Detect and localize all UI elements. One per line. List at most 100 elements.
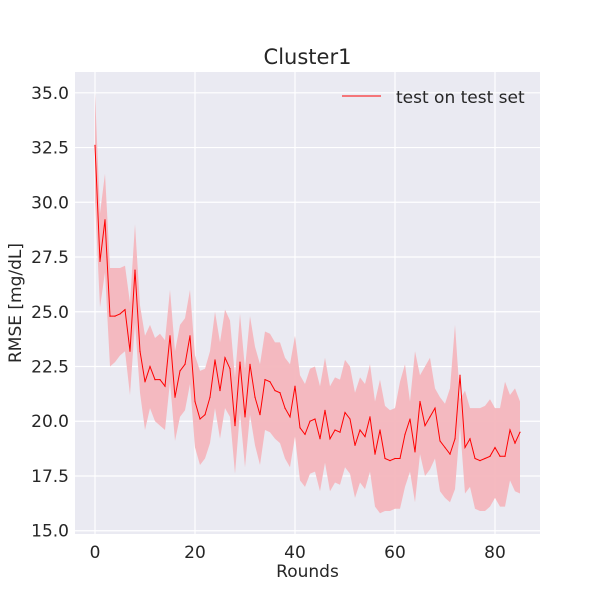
data-point [464, 446, 466, 449]
x-tick-label: 0 [90, 543, 101, 563]
series-line-layer [94, 144, 521, 462]
y-tick-label: 25.0 [31, 303, 69, 323]
data-point [164, 385, 166, 387]
y-tick-label: 30.0 [31, 193, 69, 213]
data-point [389, 460, 391, 462]
data-point [134, 269, 136, 271]
data-point [444, 446, 446, 449]
data-point [319, 438, 321, 440]
data-point [289, 416, 291, 418]
data-point [344, 411, 346, 414]
x-tick-label: 20 [184, 543, 206, 563]
data-point [474, 457, 476, 460]
data-point [229, 368, 231, 370]
data-point [244, 416, 246, 418]
data-point [199, 418, 201, 420]
data-point [394, 457, 396, 460]
data-point [494, 446, 496, 449]
y-tick-label: 35.0 [31, 84, 69, 104]
data-point [274, 389, 276, 392]
y-axis-label: RMSE [mg/dL] [6, 243, 26, 363]
y-tick-label: 32.5 [31, 139, 69, 159]
data-point [409, 418, 411, 420]
data-point [294, 385, 296, 387]
data-point [119, 313, 121, 315]
data-point [104, 219, 106, 221]
data-point [504, 455, 506, 457]
data-point [94, 144, 96, 146]
data-point [149, 365, 151, 368]
data-point [414, 451, 416, 453]
data-point [514, 442, 516, 444]
data-point [124, 308, 126, 311]
data-point [234, 425, 236, 427]
data-point [439, 440, 441, 442]
data-point [334, 429, 336, 431]
data-point [484, 457, 486, 460]
data-point [224, 357, 226, 359]
data-point [519, 431, 521, 433]
data-point [404, 433, 406, 435]
series-line [94, 145, 521, 462]
data-point [449, 453, 451, 455]
data-point [379, 429, 381, 431]
chart-title: Cluster1 [264, 45, 352, 69]
data-point [349, 418, 351, 420]
data-point [259, 414, 261, 416]
data-point [194, 400, 196, 403]
data-point [384, 457, 386, 460]
data-point [154, 379, 156, 381]
confidence-band-layer [95, 92, 520, 514]
y-tick-label: 17.5 [31, 467, 69, 487]
x-axis-label: Rounds [276, 562, 339, 582]
data-point [469, 438, 471, 440]
data-point [369, 416, 371, 418]
data-point [364, 435, 366, 438]
data-point [269, 381, 271, 383]
legend: test on test set [342, 88, 525, 108]
x-tick-label: 80 [484, 543, 506, 563]
data-point [179, 370, 181, 372]
data-point [324, 409, 326, 411]
data-point [184, 363, 186, 365]
data-point [264, 379, 266, 381]
data-point [209, 396, 211, 398]
data-point [309, 420, 311, 422]
data-point [314, 418, 316, 420]
y-tick-label: 22.5 [31, 357, 69, 377]
data-point [144, 381, 146, 383]
data-point [479, 460, 481, 462]
data-point [419, 400, 421, 403]
data-point [249, 363, 251, 365]
data-point [169, 335, 171, 337]
data-point [454, 438, 456, 440]
data-point [459, 374, 461, 376]
data-point [129, 350, 131, 352]
confidence-band [95, 92, 520, 514]
data-point [329, 438, 331, 440]
data-point [254, 396, 256, 398]
data-point [489, 455, 491, 457]
y-tick-label: 20.0 [31, 412, 69, 432]
data-point [214, 359, 216, 361]
data-point [429, 416, 431, 418]
data-point [99, 260, 101, 262]
data-point [339, 431, 341, 433]
data-point [219, 389, 221, 392]
data-point [279, 392, 281, 394]
data-point [189, 335, 191, 337]
data-point [159, 379, 161, 381]
data-point [284, 407, 286, 409]
data-point [509, 429, 511, 431]
legend-label: test on test set [396, 88, 525, 108]
y-tick-label: 15.0 [31, 522, 69, 542]
data-point [174, 396, 176, 398]
data-point [424, 425, 426, 427]
data-point [299, 427, 301, 429]
data-point [374, 453, 376, 455]
data-point [354, 444, 356, 446]
x-tick-label: 60 [384, 543, 406, 563]
data-point [239, 361, 241, 363]
